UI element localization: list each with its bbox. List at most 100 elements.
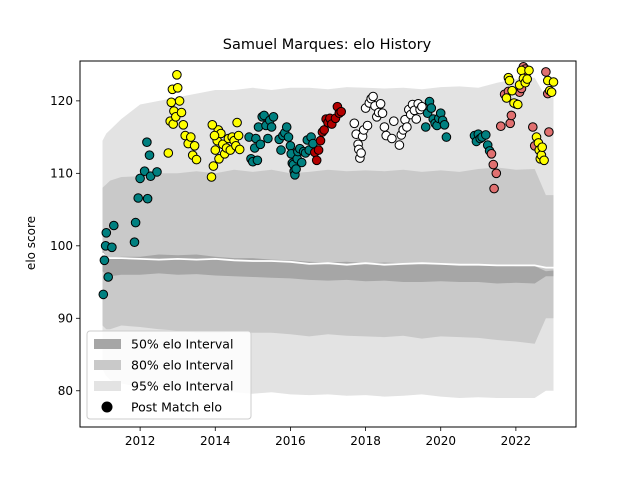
post-match-point — [255, 139, 266, 150]
post-match-point — [377, 108, 388, 118]
post-match-point — [209, 130, 220, 141]
post-match-point — [522, 74, 533, 84]
y-tick-label: 80 — [58, 384, 73, 398]
post-match-point — [505, 118, 516, 129]
post-match-point — [544, 127, 554, 137]
legend-box — [86, 330, 252, 420]
post-match-point — [488, 159, 499, 170]
post-match-point — [311, 155, 322, 166]
y-tick-label: 110 — [50, 166, 73, 180]
post-match-point — [191, 154, 202, 165]
legend-marker — [101, 401, 113, 413]
post-match-point — [368, 91, 378, 102]
post-match-point — [411, 114, 422, 124]
post-match-point — [234, 144, 245, 155]
post-match-point — [166, 97, 177, 108]
post-match-point — [174, 96, 185, 106]
y-axis-label: elo score — [24, 216, 38, 270]
y-tick-label: 120 — [50, 94, 73, 108]
post-match-point — [206, 172, 217, 182]
post-match-point — [296, 157, 307, 168]
post-match-point — [537, 142, 548, 152]
post-match-point — [186, 132, 196, 142]
legend-label: 80% elo Interval — [131, 358, 233, 373]
post-match-point — [507, 85, 517, 96]
post-match-point — [142, 193, 153, 204]
post-match-point — [99, 255, 110, 266]
post-match-point — [420, 122, 431, 132]
post-match-point — [375, 99, 386, 109]
plot-content — [98, 62, 559, 398]
post-match-point — [266, 122, 277, 132]
post-match-point — [402, 122, 412, 132]
x-tick-label: 2018 — [350, 434, 381, 448]
post-match-point — [362, 120, 373, 131]
post-match-point — [207, 120, 218, 130]
legend-label: 95% elo Interval — [131, 379, 233, 394]
post-match-point — [98, 289, 109, 300]
post-match-point — [506, 110, 517, 121]
band-50 — [102, 249, 554, 284]
post-match-point — [513, 99, 523, 110]
post-match-point — [142, 137, 152, 147]
post-match-point — [103, 272, 113, 282]
chart-title: Samuel Marques: elo History — [223, 37, 432, 53]
post-match-point — [524, 65, 534, 76]
post-match-point — [276, 145, 286, 155]
band-80 — [102, 167, 554, 344]
post-match-point — [268, 112, 279, 122]
legend-label: Post Match elo — [131, 400, 222, 415]
axes: 2012 2014 2016 2018 2020 2022 80 90 100 110 120 — [50, 60, 577, 448]
legend-swatch — [94, 360, 121, 370]
post-match-point — [233, 130, 244, 141]
post-match-point — [417, 101, 427, 112]
post-match-point — [528, 122, 538, 132]
post-match-point — [548, 77, 559, 87]
post-match-point — [389, 116, 399, 126]
post-match-point — [504, 75, 515, 86]
legend: 50% elo Interval 80% elo Interval 95% elo … — [86, 330, 252, 420]
post-match-point — [349, 118, 360, 129]
post-match-point — [441, 132, 452, 142]
post-match-point — [387, 133, 397, 144]
post-match-point — [281, 122, 292, 132]
post-match-point — [356, 148, 366, 158]
post-match-point — [426, 103, 437, 113]
post-match-point — [313, 145, 324, 155]
post-match-point — [101, 228, 112, 238]
legend-swatch — [94, 381, 121, 391]
x-tick-label: 2022 — [501, 434, 532, 448]
post-match-point — [152, 167, 162, 177]
x-tick-label: 2012 — [125, 434, 156, 448]
post-match-point — [135, 173, 145, 184]
post-match-point — [129, 237, 140, 247]
post-match-point — [283, 132, 294, 142]
x-tick-label: 2020 — [425, 434, 456, 448]
post-match-point — [133, 193, 143, 203]
post-match-point — [546, 87, 557, 97]
post-match-point — [189, 141, 200, 151]
post-match-point — [496, 121, 506, 131]
post-match-point — [541, 67, 551, 77]
post-match-point — [263, 133, 273, 144]
median-line — [101, 252, 554, 269]
post-match-point — [176, 107, 187, 118]
post-match-point — [319, 125, 330, 135]
post-match-point — [130, 217, 141, 228]
post-match-point — [285, 141, 296, 151]
post-match-point — [107, 242, 117, 253]
post-match-point — [394, 140, 405, 150]
legend-swatch — [94, 339, 121, 349]
post-match-point — [109, 220, 119, 231]
post-match-point — [208, 161, 219, 171]
plot-area — [98, 62, 559, 398]
post-match-point — [144, 150, 155, 160]
post-match-point — [379, 122, 390, 132]
legend-label: 50% elo Interval — [131, 337, 233, 352]
post-match-point — [539, 155, 549, 166]
post-match-point — [163, 148, 174, 158]
post-match-point — [232, 117, 242, 128]
post-match-point — [491, 168, 502, 179]
post-match-point — [172, 70, 182, 80]
